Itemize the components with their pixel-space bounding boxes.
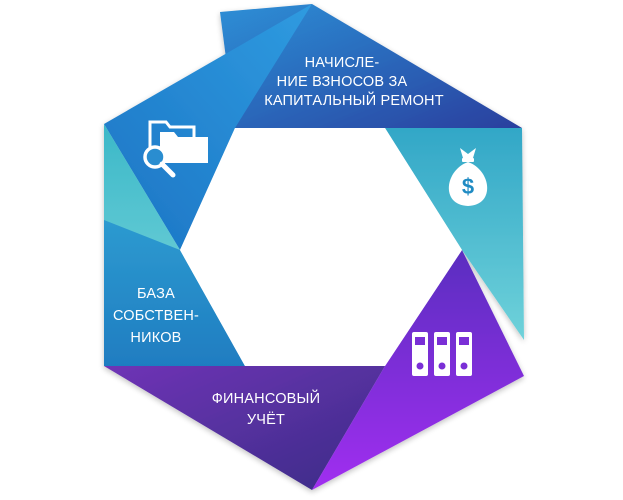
- band-left: [104, 220, 245, 366]
- money-bag-dollar-icon: $: [448, 148, 488, 206]
- band-right-teal: [385, 128, 524, 340]
- accruals-line-1: НАЧИСЛЕ-: [305, 55, 380, 71]
- accounting-line-1: ФИНАНСОВЫЙ: [212, 389, 320, 407]
- inner-hexagon: [180, 128, 462, 366]
- owners-line-3: НИКОВ: [130, 330, 181, 346]
- segment-label-owners: БАЗА СОБСТВЕН- НИКОВ: [113, 286, 199, 346]
- band-upper-left: [104, 4, 312, 250]
- segment-label-accounting: ФИНАНСОВЫЙ УЧЁТ: [212, 389, 320, 428]
- segment-label-accruals: НАЧИСЛЕ- НИЕ ВЗНОСОВ ЗА КАПИТАЛЬНЫЙ РЕМО…: [264, 55, 444, 109]
- svg-text:$: $: [462, 174, 474, 199]
- accounting-line-2: УЧЁТ: [247, 411, 285, 428]
- folder-search-icon: [143, 120, 208, 178]
- owners-line-2: СОБСТВЕН-: [113, 308, 199, 324]
- hexagon-ring: [104, 4, 524, 490]
- binders-icon: [412, 332, 472, 376]
- accruals-line-3: КАПИТАЛЬНЫЙ РЕМОНТ: [264, 91, 444, 109]
- band-bottom: [104, 366, 385, 490]
- accruals-line-2: НИЕ ВЗНОСОВ ЗА: [277, 74, 408, 90]
- owners-line-1: БАЗА: [137, 286, 175, 302]
- band-top: [220, 4, 522, 128]
